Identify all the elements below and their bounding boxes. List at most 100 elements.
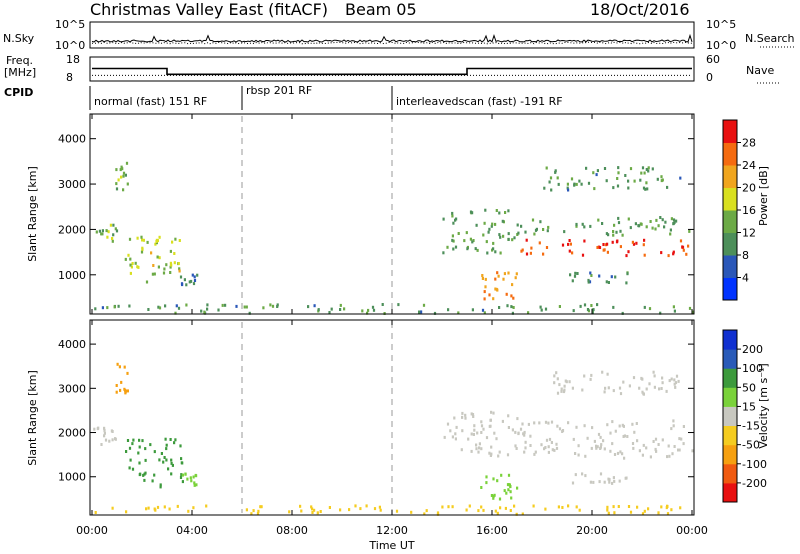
power-cell: [140, 235, 143, 239]
velocity-cell: [410, 510, 413, 514]
velocity-colorbar-tick-label: 50: [742, 381, 756, 394]
power-cell: [162, 271, 166, 275]
power-cell: [612, 230, 615, 233]
power-cell: [688, 229, 691, 233]
velocity-cell: [119, 388, 122, 392]
velocity-cell: [373, 507, 377, 511]
velocity-cell: [180, 473, 183, 477]
velocity-cell: [581, 472, 584, 476]
power-cell: [666, 185, 669, 189]
velocity-cell: [636, 505, 639, 509]
power-cell: [540, 308, 543, 312]
velocity-cell: [584, 474, 587, 478]
power-cell: [527, 311, 530, 315]
velocity-cell: [599, 435, 602, 439]
velocity-cell: [111, 438, 114, 442]
velocity-cell: [103, 428, 106, 432]
power-cell: [269, 303, 272, 307]
power-cell: [539, 305, 542, 309]
power-cell: [592, 171, 595, 175]
velocity-colorbar-swatch: [723, 444, 737, 465]
frequency-panel: Freq. [MHz] 18 8 60 0 Nave: [4, 53, 780, 84]
velocity-cell: [677, 448, 680, 452]
velocity-cell: [149, 443, 152, 447]
power-cell: [112, 223, 115, 227]
velocity-cell: [485, 481, 488, 485]
velocity-cell: [635, 422, 638, 425]
velocity-cell: [567, 421, 570, 425]
velocity-colorbar-swatch: [723, 368, 737, 388]
power-cell: [549, 176, 553, 180]
velocity-cell: [488, 451, 491, 455]
power-cell: [141, 247, 144, 251]
velocity-cell: [316, 511, 319, 515]
power-cell: [538, 241, 541, 245]
power-cell: [651, 226, 654, 230]
time-tick-label: 04:00: [176, 524, 208, 537]
power-cell: [101, 232, 104, 236]
power-cell: [524, 230, 527, 234]
velocity-cell: [311, 511, 314, 514]
power-cell: [127, 253, 130, 257]
velocity-cell: [642, 392, 645, 396]
power-cell: [535, 227, 538, 231]
velocity-cell: [507, 414, 510, 418]
velocity-cell: [143, 478, 146, 482]
power-colorbar-tick-label: 4: [742, 272, 749, 285]
power-cell: [451, 214, 454, 218]
power-cell: [125, 161, 129, 165]
velocity-cell: [126, 439, 130, 442]
velocity-cell: [632, 376, 636, 380]
velocity-cell: [164, 437, 167, 441]
velocity-cell: [529, 434, 532, 438]
velocity-cell: [480, 486, 483, 489]
velocity-cell: [496, 479, 499, 483]
velocity-cell: [158, 458, 161, 462]
power-cell: [111, 237, 114, 240]
power-cell: [645, 168, 648, 171]
velocity-cell: [682, 425, 685, 428]
velocity-cell: [668, 454, 671, 458]
power-cell: [157, 265, 160, 269]
power-cell: [498, 233, 501, 237]
power-cell: [544, 307, 548, 311]
velocity-cell: [563, 384, 566, 388]
velocity-cell: [449, 429, 452, 433]
velocity-cell: [100, 443, 103, 446]
power-cell: [115, 187, 119, 191]
power-cell: [174, 237, 177, 241]
power-cell: [605, 280, 608, 284]
power-ylabel: Slant Range [km]: [26, 166, 39, 262]
velocity-cell: [564, 379, 567, 383]
velocity-cell: [115, 390, 118, 394]
time-axis: 00:00 04:00 08:00 12:00 16:00 20:00 00:00: [76, 114, 708, 537]
time-tick-label: 20:00: [576, 524, 608, 537]
power-cell: [629, 167, 633, 171]
velocity-cell: [670, 508, 673, 512]
velocity-ytick-label: 3000: [58, 382, 86, 395]
velocity-cell: [193, 481, 196, 485]
power-cell: [122, 188, 125, 192]
velocity-cell: [144, 447, 147, 451]
velocity-cell: [515, 447, 518, 450]
power-cell: [472, 239, 475, 242]
velocity-cell: [623, 456, 626, 460]
velocity-cell: [675, 374, 679, 378]
velocity-cell: [611, 442, 614, 446]
power-cell: [563, 230, 566, 234]
power-cell: [481, 274, 484, 277]
velocity-cell: [633, 430, 636, 434]
velocity-cell: [555, 446, 559, 450]
velocity-cell: [679, 506, 682, 510]
velocity-cell: [447, 505, 450, 509]
power-cell: [517, 231, 520, 235]
power-cell: [128, 237, 132, 241]
velocity-cell: [103, 434, 106, 438]
velocity-cell: [519, 427, 523, 431]
velocity-cell: [144, 458, 147, 462]
velocity-cell: [600, 443, 603, 447]
velocity-cell: [111, 506, 114, 510]
velocity-cell: [532, 504, 535, 508]
power-cell: [482, 233, 485, 237]
velocity-cell: [640, 376, 643, 380]
